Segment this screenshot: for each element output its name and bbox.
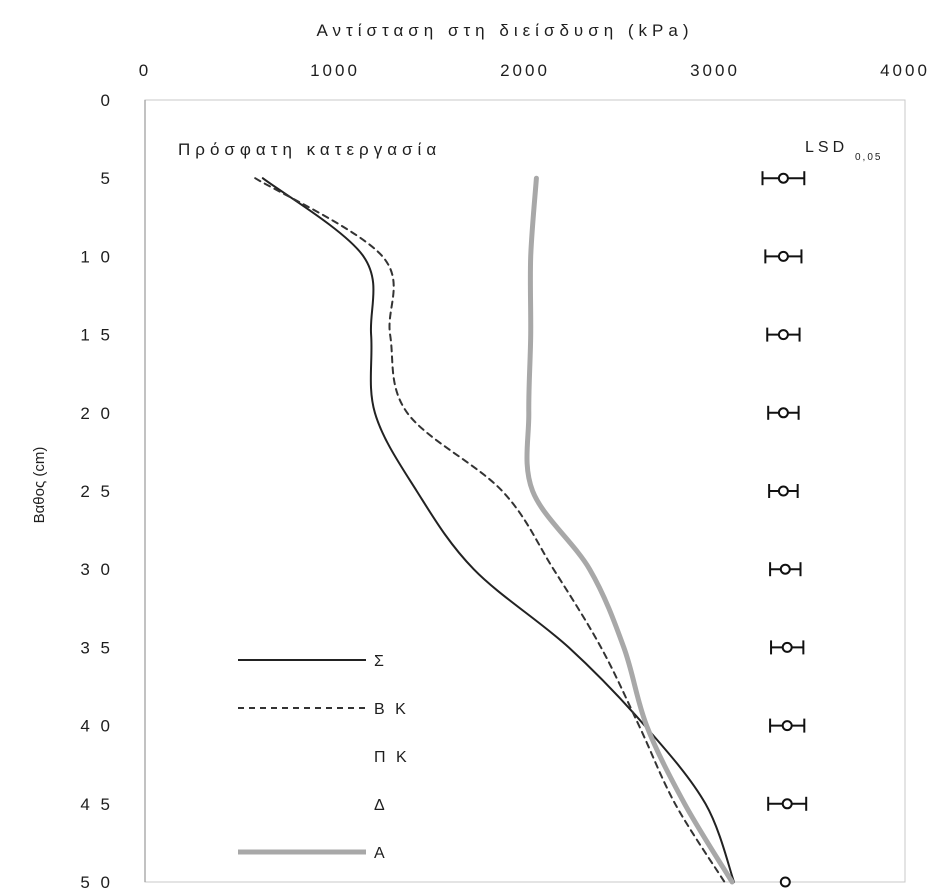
y-tick-label: 4 5 (80, 795, 113, 814)
legend-label: Δ (374, 797, 388, 814)
y-tick-label: 4 0 (80, 717, 113, 736)
legend: Σ Β Κ Π Κ Δ Α (238, 653, 410, 862)
x-tick-label: 1000 (310, 61, 360, 80)
x-tick-labels: 0 1000 2000 3000 4000 (139, 61, 930, 80)
lsd-marker (777, 250, 789, 262)
chart-subtitle: Πρόσφατη κατεργασία (178, 140, 441, 159)
legend-item: Α (238, 845, 388, 862)
lsd-marker (777, 407, 789, 419)
lsd-subscript: 0,05 (855, 152, 882, 163)
y-tick-label: 2 5 (80, 482, 113, 501)
y-axis-title: Βαθος (cm) (31, 447, 48, 524)
x-axis-title: Αντίσταση στη διείσδυση (kPa) (316, 21, 693, 40)
x-tick-label: 3000 (690, 61, 740, 80)
legend-label: Β Κ (374, 701, 409, 718)
y-tick-label: 3 5 (80, 638, 113, 657)
lsd-error-bar (761, 171, 806, 186)
legend-label: Π Κ (374, 749, 410, 766)
x-tick-label: 4000 (880, 61, 930, 80)
lsd-marker (779, 563, 791, 575)
lsd-error-bar (766, 327, 801, 342)
legend-item: Π Κ (374, 749, 410, 766)
y-tick-label: 3 0 (80, 560, 113, 579)
y-tick-label: 5 (101, 169, 113, 188)
lsd-marker (777, 172, 789, 184)
lsd-marker (777, 485, 789, 497)
lsd-error-bar (779, 876, 791, 888)
lsd-marker (781, 641, 793, 653)
x-tick-label: 2000 (500, 61, 550, 80)
y-tick-label: 0 (101, 91, 113, 110)
lsd-error-bar (767, 796, 808, 811)
lsd-error-bar (767, 405, 800, 420)
lsd-marker (781, 798, 793, 810)
lsd-error-bars: LSD 0,05 (761, 139, 882, 888)
series-line (254, 177, 726, 883)
lsd-error-bar (770, 640, 805, 655)
y-tick-label: 5 0 (80, 873, 113, 891)
legend-item: Β Κ (238, 701, 409, 718)
lsd-error-bar (769, 718, 806, 733)
plot-frame (144, 99, 906, 883)
legend-item: Δ (374, 797, 388, 814)
series-lines (254, 175, 735, 885)
lsd-error-bar (768, 484, 799, 498)
legend-label: Σ (374, 653, 387, 670)
y-tick-labels: 0 5 1 0 1 5 2 0 2 5 3 0 3 5 4 0 4 5 5 0 (80, 91, 113, 891)
legend-item: Σ (238, 653, 387, 670)
lsd-marker (779, 876, 791, 888)
y-tick-label: 2 0 (80, 404, 113, 423)
lsd-error-bar (769, 562, 802, 577)
y-tick-label: 1 0 (80, 247, 113, 266)
legend-label: Α (374, 845, 388, 862)
lsd-label: LSD (805, 139, 848, 156)
x-tick-label: 0 (139, 61, 151, 80)
series-line (261, 177, 735, 883)
lsd-marker (781, 720, 793, 732)
lsd-marker (777, 329, 789, 341)
lsd-error-bar (764, 249, 803, 264)
series-line (524, 175, 735, 885)
y-tick-label: 1 5 (80, 326, 113, 345)
